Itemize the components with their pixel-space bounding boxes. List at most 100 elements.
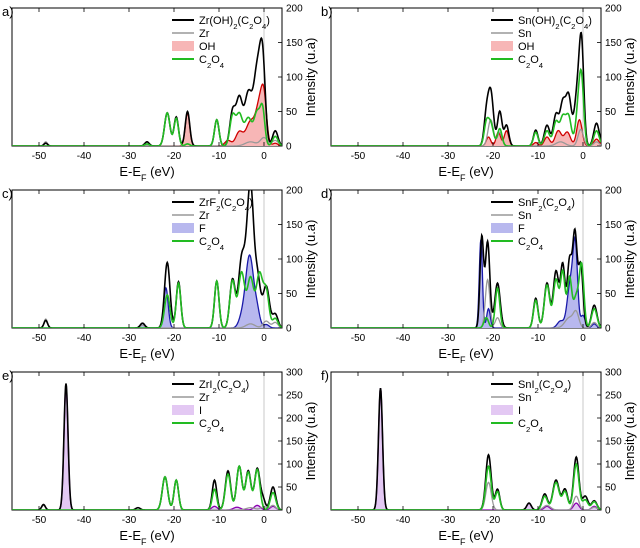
y-tick-label: 0 — [286, 506, 292, 517]
y-tick-label: 150 — [286, 220, 303, 231]
y-tick-label: 50 — [605, 289, 617, 300]
panel-d: -50 -40 -30 -20 -10 0 0 50 100 150 200 E-EF (eV) Int… — [321, 186, 637, 366]
x-tick-label: 0 — [261, 151, 267, 162]
panel-e: -50 -40 -30 -20 -10 0 0 50 100 150 200 250 300 E-EF (… — [2, 368, 318, 548]
x-tick-label: -50 — [351, 515, 366, 526]
legend-oxalate-label: C2O4 — [518, 236, 544, 252]
series-OH-fill — [331, 119, 601, 146]
y-axis-label: Intensity (u.a) — [622, 220, 637, 299]
x-tick-label: -20 — [486, 333, 501, 344]
x-tick-label: -50 — [351, 151, 366, 162]
curves — [331, 227, 601, 328]
y-tick-label: 100 — [286, 73, 303, 84]
x-tick-label: -40 — [77, 151, 92, 162]
series-C2O4 — [12, 270, 282, 328]
x-tick-label: -10 — [212, 333, 227, 344]
x-tick-label: -10 — [212, 515, 227, 526]
x-tick-label: -10 — [531, 151, 546, 162]
series-C2O4 — [12, 102, 282, 146]
x-tick-label: 0 — [580, 333, 586, 344]
legend-ligand-label: F — [518, 223, 525, 235]
legend-ligand-swatch — [172, 41, 194, 51]
x-axis-label: E-EF (eV) — [119, 528, 174, 547]
legend-metal-label: Sn — [518, 392, 531, 404]
legend-oxalate-label: C2O4 — [518, 54, 544, 70]
y-tick-label: 50 — [286, 107, 298, 118]
legend-oxalate-label: C2O4 — [199, 54, 225, 70]
panel-label: d) — [321, 186, 333, 201]
plot-frame — [330, 7, 602, 147]
legend-ligand-swatch — [172, 223, 194, 233]
series-total — [331, 31, 601, 146]
series-total — [12, 383, 282, 510]
x-tick-label: -20 — [167, 151, 182, 162]
legend-ligand-swatch — [491, 405, 513, 415]
legend-ligand-label: OH — [518, 41, 535, 53]
panel-label: f) — [321, 368, 329, 383]
legend-ligand-swatch — [172, 405, 194, 415]
y-tick-label: 100 — [286, 255, 303, 266]
series-OH-line — [331, 118, 601, 146]
x-tick-label: 0 — [580, 515, 586, 526]
x-tick-label: -20 — [486, 515, 501, 526]
x-tick-label: -40 — [396, 515, 411, 526]
series-Sn — [331, 481, 601, 510]
x-axis-label: E-EF (eV) — [119, 164, 174, 183]
panel-label: e) — [2, 368, 14, 383]
series-OH-line — [12, 83, 282, 146]
y-tick-label: 0 — [286, 324, 292, 335]
y-tick-label: 50 — [286, 483, 298, 494]
x-tick-label: -10 — [531, 515, 546, 526]
x-tick-label: 0 — [261, 333, 267, 344]
legend-oxalate-label: C2O4 — [199, 236, 225, 252]
series-F-line — [331, 235, 601, 328]
panel-label: c) — [2, 186, 13, 201]
y-tick-label: 50 — [605, 107, 617, 118]
x-tick-label: -40 — [396, 333, 411, 344]
series-C2O4 — [331, 462, 601, 510]
y-tick-label: 300 — [605, 368, 622, 379]
x-tick-label: -30 — [122, 151, 137, 162]
y-tick-label: 100 — [605, 73, 622, 84]
series-total — [331, 227, 601, 328]
panel-label: a) — [2, 4, 14, 19]
y-tick-label: 50 — [286, 289, 298, 300]
panel-label: b) — [321, 4, 333, 19]
y-tick-label: 200 — [286, 4, 303, 15]
legend-total-label: ZrI2(C2O4) — [199, 379, 249, 395]
x-tick-label: -20 — [486, 151, 501, 162]
x-tick-label: 0 — [261, 515, 267, 526]
x-tick-label: -10 — [212, 151, 227, 162]
x-tick-label: -40 — [396, 151, 411, 162]
x-tick-label: -50 — [32, 515, 47, 526]
x-tick-label: -50 — [32, 333, 47, 344]
x-tick-label: -30 — [122, 333, 137, 344]
x-tick-label: -30 — [122, 515, 137, 526]
series-I-fill — [331, 388, 601, 510]
legend-metal-label: Zr — [199, 392, 210, 404]
legend-metal-label: Sn — [518, 28, 531, 40]
x-tick-label: -50 — [351, 333, 366, 344]
legend-total-label: Sn(OH)2(C2O4) — [518, 15, 592, 31]
series-OH-fill — [12, 84, 282, 146]
y-tick-label: 150 — [286, 38, 303, 49]
y-axis-label: Intensity (u.a) — [303, 402, 318, 481]
plot-frame — [11, 7, 283, 147]
series-Sn — [331, 118, 601, 146]
x-tick-label: -20 — [167, 333, 182, 344]
x-axis-label: E-EF (eV) — [438, 164, 493, 183]
legend-ligand-label: OH — [199, 41, 216, 53]
y-axis-label: Intensity (u.a) — [622, 38, 637, 117]
series-Zr — [12, 504, 282, 510]
series-I-line — [12, 385, 282, 510]
series-total — [12, 36, 282, 146]
panel-c: -50 -40 -30 -20 -10 0 0 50 100 150 200 E-EF (eV) Int… — [2, 186, 318, 366]
y-tick-label: 200 — [605, 4, 622, 15]
curves — [12, 36, 282, 146]
x-tick-label: -30 — [441, 333, 456, 344]
